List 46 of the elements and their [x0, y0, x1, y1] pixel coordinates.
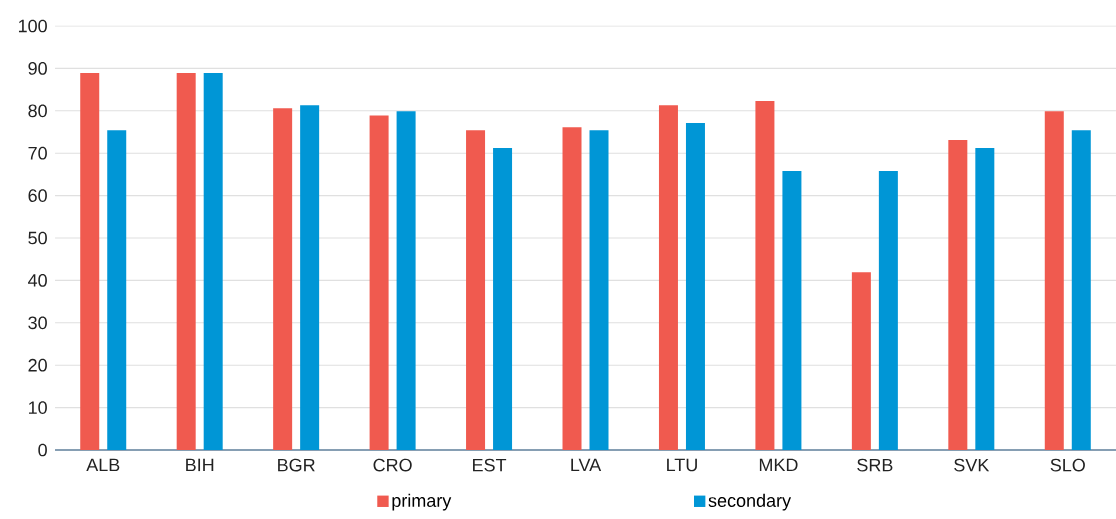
bar [396, 111, 416, 450]
y-tick-label: 20 [28, 358, 47, 372]
legend-label: secondary [708, 493, 792, 511]
bar [80, 73, 100, 450]
bar [878, 171, 898, 450]
bar [948, 140, 968, 450]
bar [203, 73, 223, 450]
y-tick-label: 100 [18, 19, 47, 33]
bar [369, 115, 389, 450]
y-tick-label: 40 [28, 274, 47, 287]
x-tick-label: EST [473, 458, 507, 472]
bar [1044, 111, 1064, 450]
x-tick-label: SVK [954, 458, 990, 472]
bar [107, 130, 127, 450]
bar [589, 130, 609, 450]
x-tick-label: MKD [759, 458, 798, 472]
bar [466, 130, 486, 450]
y-tick-label: 50 [28, 231, 47, 245]
x-tick-label: LVA [571, 458, 602, 472]
x-tick-label: BIH [186, 458, 214, 472]
x-tick-label: BGR [278, 458, 315, 472]
bar [1071, 130, 1091, 450]
bar [300, 105, 320, 450]
bar [176, 73, 196, 450]
bar [685, 123, 705, 450]
bar [562, 127, 582, 450]
x-tick-label: LTU [667, 458, 697, 472]
y-tick-label: 10 [28, 401, 47, 414]
x-tick-label: SLO [1050, 458, 1085, 472]
x-tick-label: SRB [857, 458, 893, 472]
bar [851, 272, 871, 450]
x-tick-label: CRO [373, 458, 412, 472]
bar [782, 171, 802, 450]
legend-label: primary [392, 493, 452, 511]
y-tick-label: 90 [28, 62, 47, 75]
bar [755, 101, 775, 450]
y-tick-label: 60 [28, 189, 47, 202]
bar [273, 108, 293, 450]
y-tick-label: 70 [28, 146, 47, 160]
bar [975, 148, 995, 450]
y-tick-label: 80 [28, 104, 47, 118]
bar [658, 105, 678, 450]
x-tick-label: ALB [86, 458, 120, 472]
bar [493, 148, 513, 450]
y-tick-label: 0 [38, 443, 47, 457]
y-tick-label: 30 [28, 316, 47, 330]
